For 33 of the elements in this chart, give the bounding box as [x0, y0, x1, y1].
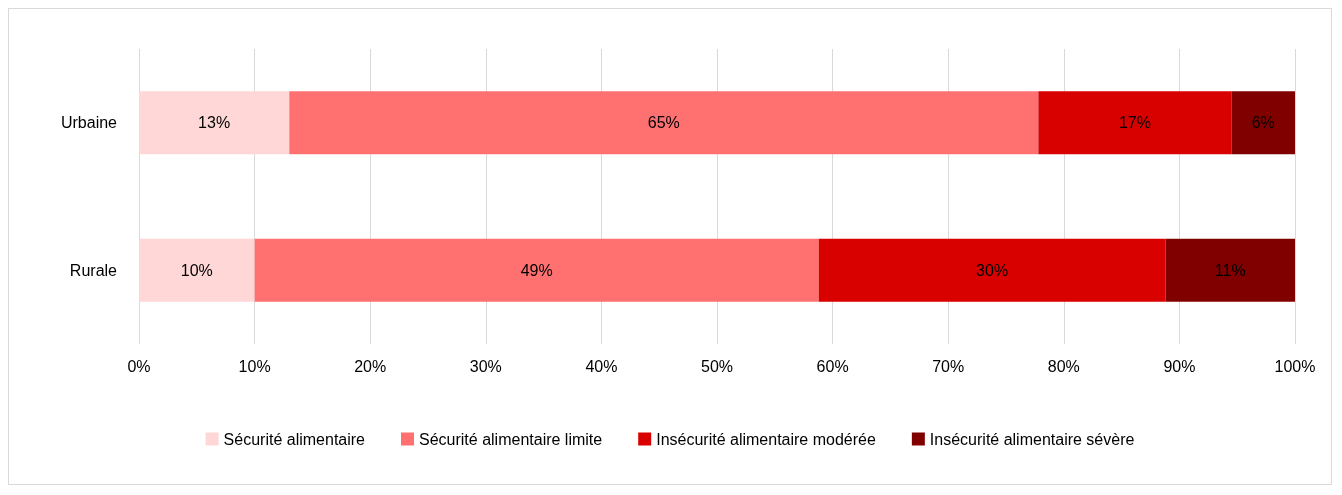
- x-tick-label: 100%: [1274, 357, 1316, 375]
- x-tick-label: 0%: [127, 357, 151, 375]
- x-tick-label: 30%: [469, 357, 502, 375]
- bar: [139, 238, 255, 302]
- bar: [1231, 91, 1295, 155]
- x-tick-label: 90%: [1163, 357, 1196, 375]
- data-label: 11%: [1214, 261, 1246, 279]
- legend-label: Sécurité alimentaire limite: [419, 430, 603, 448]
- data-label: 49%: [520, 261, 553, 279]
- bar: [1038, 91, 1232, 155]
- y-tick-label: Urbaine: [60, 114, 118, 132]
- x-tick-label: 20%: [354, 357, 387, 375]
- bar: [254, 238, 819, 302]
- legend-label: Insécurité alimentaire sévère: [929, 430, 1135, 448]
- data-label: 17%: [1118, 114, 1151, 132]
- x-tick-label: 40%: [585, 357, 618, 375]
- bar: [818, 238, 1166, 302]
- data-label: 6%: [1251, 114, 1275, 132]
- bar: [139, 91, 290, 155]
- data-label: 10%: [180, 261, 213, 279]
- bar: [1165, 238, 1295, 302]
- legend-label: Insécurité alimentaire modérée: [656, 430, 876, 448]
- x-tick-label: 80%: [1047, 357, 1080, 375]
- data-label: 30%: [976, 261, 1009, 279]
- y-tick-label: Rurale: [69, 261, 118, 279]
- x-tick-label: 10%: [238, 357, 271, 375]
- x-tick-label: 70%: [932, 357, 965, 375]
- legend-label: Sécurité alimentaire: [223, 430, 366, 448]
- bar: [289, 91, 1039, 155]
- data-label: 13%: [198, 114, 231, 132]
- x-tick-label: 60%: [816, 357, 849, 375]
- x-tick-label: 50%: [700, 357, 734, 375]
- data-label: 65%: [647, 114, 680, 132]
